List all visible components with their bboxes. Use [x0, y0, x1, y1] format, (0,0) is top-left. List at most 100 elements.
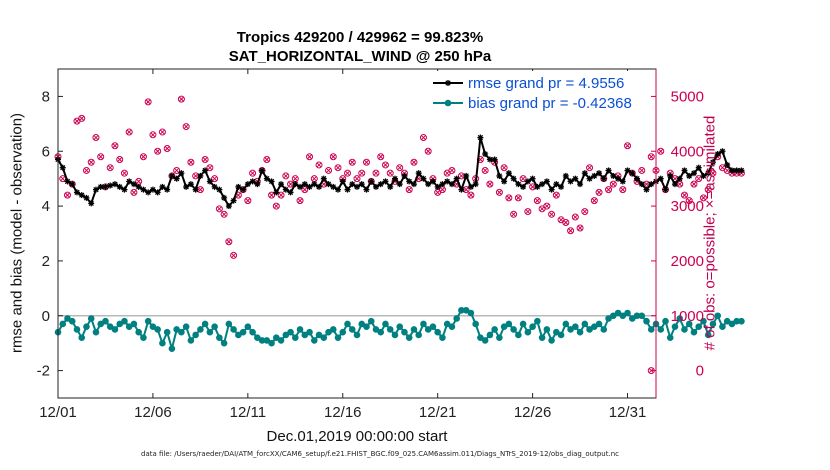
obs-count-marker [704, 186, 712, 194]
rmse-marker [168, 172, 175, 179]
legend-label: bias grand pr = -0.42368 [468, 95, 632, 112]
obs-count-marker [173, 166, 181, 174]
bias-marker [543, 326, 551, 333]
rmse-marker [335, 186, 342, 193]
rmse-marker [396, 181, 403, 188]
rmse-marker [491, 156, 498, 163]
rmse-marker [263, 175, 270, 182]
rmse-marker [401, 172, 408, 179]
rmse-marker [638, 181, 645, 188]
rmse-marker [316, 183, 323, 190]
bias-marker [444, 99, 452, 107]
obs-count-marker [268, 191, 276, 199]
bias-marker [462, 306, 470, 314]
rmse-marker [130, 181, 137, 188]
rmse-marker [543, 178, 550, 185]
bias-marker [662, 317, 669, 325]
bias-marker [700, 317, 707, 325]
bias-marker [505, 320, 513, 328]
rmse-marker [444, 178, 451, 185]
y-tick-label: 8 [42, 88, 50, 105]
bias-marker [344, 320, 351, 328]
x-tick-label: 12/01 [39, 404, 77, 421]
rmse-marker [643, 186, 650, 193]
obs-count-marker [106, 164, 114, 172]
rmse-marker [524, 178, 531, 185]
rmse-marker [297, 183, 304, 190]
obs-count-marker [277, 191, 285, 199]
rmse-marker [562, 172, 569, 179]
rmse-marker [244, 181, 251, 188]
obs-count-marker [125, 128, 133, 136]
bias-marker [401, 328, 408, 336]
obs-count-marker [182, 123, 190, 131]
rmse-marker [406, 178, 413, 185]
bias-marker [358, 320, 366, 328]
bias-marker [595, 320, 603, 328]
bias-marker [647, 326, 655, 333]
rmse-marker [221, 194, 228, 201]
bias-marker [481, 337, 489, 344]
bias-marker [657, 326, 665, 333]
bias-marker [562, 320, 570, 328]
obs-count-marker [306, 153, 314, 161]
rmse-marker [154, 189, 161, 196]
bias-marker [173, 326, 180, 333]
bias-marker [211, 323, 218, 331]
obs-count-marker [362, 158, 370, 166]
obs-count-marker [699, 194, 707, 202]
chart-subtitle: SAT_HORIZONTAL_WIND @ 250 hPa [228, 48, 492, 65]
obs-count-marker [524, 208, 532, 216]
bias-marker [197, 326, 204, 333]
obs-count-marker [571, 213, 579, 221]
obs-count-marker [443, 169, 451, 177]
obs-count-marker [586, 164, 594, 172]
bias-marker [443, 320, 451, 328]
legend-box [429, 71, 649, 115]
bias-marker [453, 315, 460, 322]
rmse-marker [586, 175, 593, 182]
obs-count-marker [334, 164, 342, 172]
rmse-marker [724, 161, 731, 168]
obs-count-marker [358, 169, 366, 177]
rmse-marker [681, 167, 688, 174]
axes-frame-layer [57, 68, 657, 399]
bias-marker [685, 320, 693, 328]
rmse-marker [634, 175, 641, 182]
bias-marker [410, 326, 418, 333]
bias-marker [738, 317, 745, 325]
bias-marker [159, 339, 166, 347]
bias-marker [301, 331, 309, 339]
obs-count-marker [495, 188, 503, 196]
rmse-marker [268, 178, 275, 185]
bias-marker [97, 320, 105, 328]
obs-count-marker [372, 169, 380, 177]
rmse-marker [273, 189, 280, 196]
bias-marker [491, 326, 498, 333]
rmse-marker [577, 181, 584, 188]
bias-marker [83, 323, 90, 331]
x-tick-label: 12/11 [230, 404, 266, 421]
obs-count-marker [177, 95, 185, 103]
bias-marker [671, 323, 679, 331]
y-tick-label: 6 [42, 143, 50, 160]
legend: rmse grand pr = 4.9556 bias grand pr = -0… [429, 71, 649, 115]
obs-count-marker [576, 224, 584, 232]
bias-marker [714, 312, 721, 320]
rmse-marker [534, 183, 541, 190]
bias-marker [59, 320, 67, 328]
rmse-marker [164, 186, 171, 193]
rmse-marker [496, 172, 503, 179]
rmse-marker [610, 172, 617, 179]
bias-marker [467, 309, 475, 317]
obs-count-marker [581, 208, 589, 216]
bias-marker [676, 315, 684, 322]
rmse-marker [358, 181, 365, 188]
bias-marker [329, 326, 337, 333]
obs-count-marker [135, 177, 143, 185]
bias-marker [723, 317, 731, 325]
rmse-marker [88, 200, 95, 207]
bias-marker [709, 320, 717, 328]
series-layer [54, 134, 745, 353]
